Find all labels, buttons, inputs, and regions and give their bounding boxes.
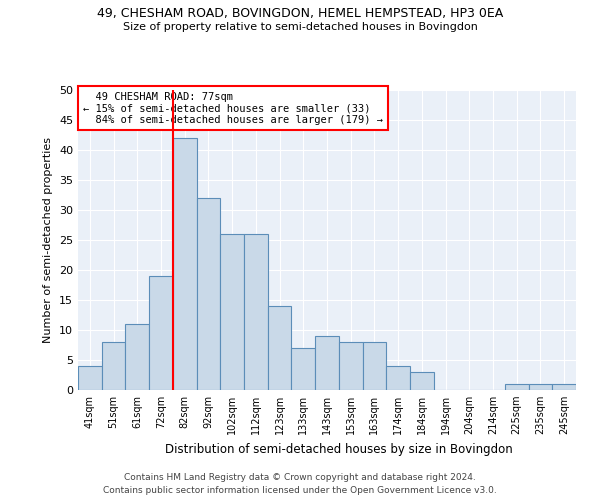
- Bar: [244, 234, 268, 390]
- Bar: [529, 384, 552, 390]
- Bar: [173, 138, 197, 390]
- Bar: [125, 324, 149, 390]
- Bar: [386, 366, 410, 390]
- Bar: [410, 372, 434, 390]
- Bar: [102, 342, 125, 390]
- Text: Contains HM Land Registry data © Crown copyright and database right 2024.
Contai: Contains HM Land Registry data © Crown c…: [103, 474, 497, 495]
- Bar: [292, 348, 315, 390]
- Bar: [220, 234, 244, 390]
- Bar: [552, 384, 576, 390]
- Y-axis label: Number of semi-detached properties: Number of semi-detached properties: [43, 137, 53, 343]
- Text: 49 CHESHAM ROAD: 77sqm
← 15% of semi-detached houses are smaller (33)
  84% of s: 49 CHESHAM ROAD: 77sqm ← 15% of semi-det…: [83, 92, 383, 124]
- Bar: [315, 336, 339, 390]
- Bar: [339, 342, 362, 390]
- Bar: [362, 342, 386, 390]
- Bar: [505, 384, 529, 390]
- Text: 49, CHESHAM ROAD, BOVINGDON, HEMEL HEMPSTEAD, HP3 0EA: 49, CHESHAM ROAD, BOVINGDON, HEMEL HEMPS…: [97, 8, 503, 20]
- Bar: [268, 306, 292, 390]
- Text: Size of property relative to semi-detached houses in Bovingdon: Size of property relative to semi-detach…: [122, 22, 478, 32]
- Bar: [197, 198, 220, 390]
- Bar: [149, 276, 173, 390]
- Text: Distribution of semi-detached houses by size in Bovingdon: Distribution of semi-detached houses by …: [165, 442, 513, 456]
- Bar: [78, 366, 102, 390]
